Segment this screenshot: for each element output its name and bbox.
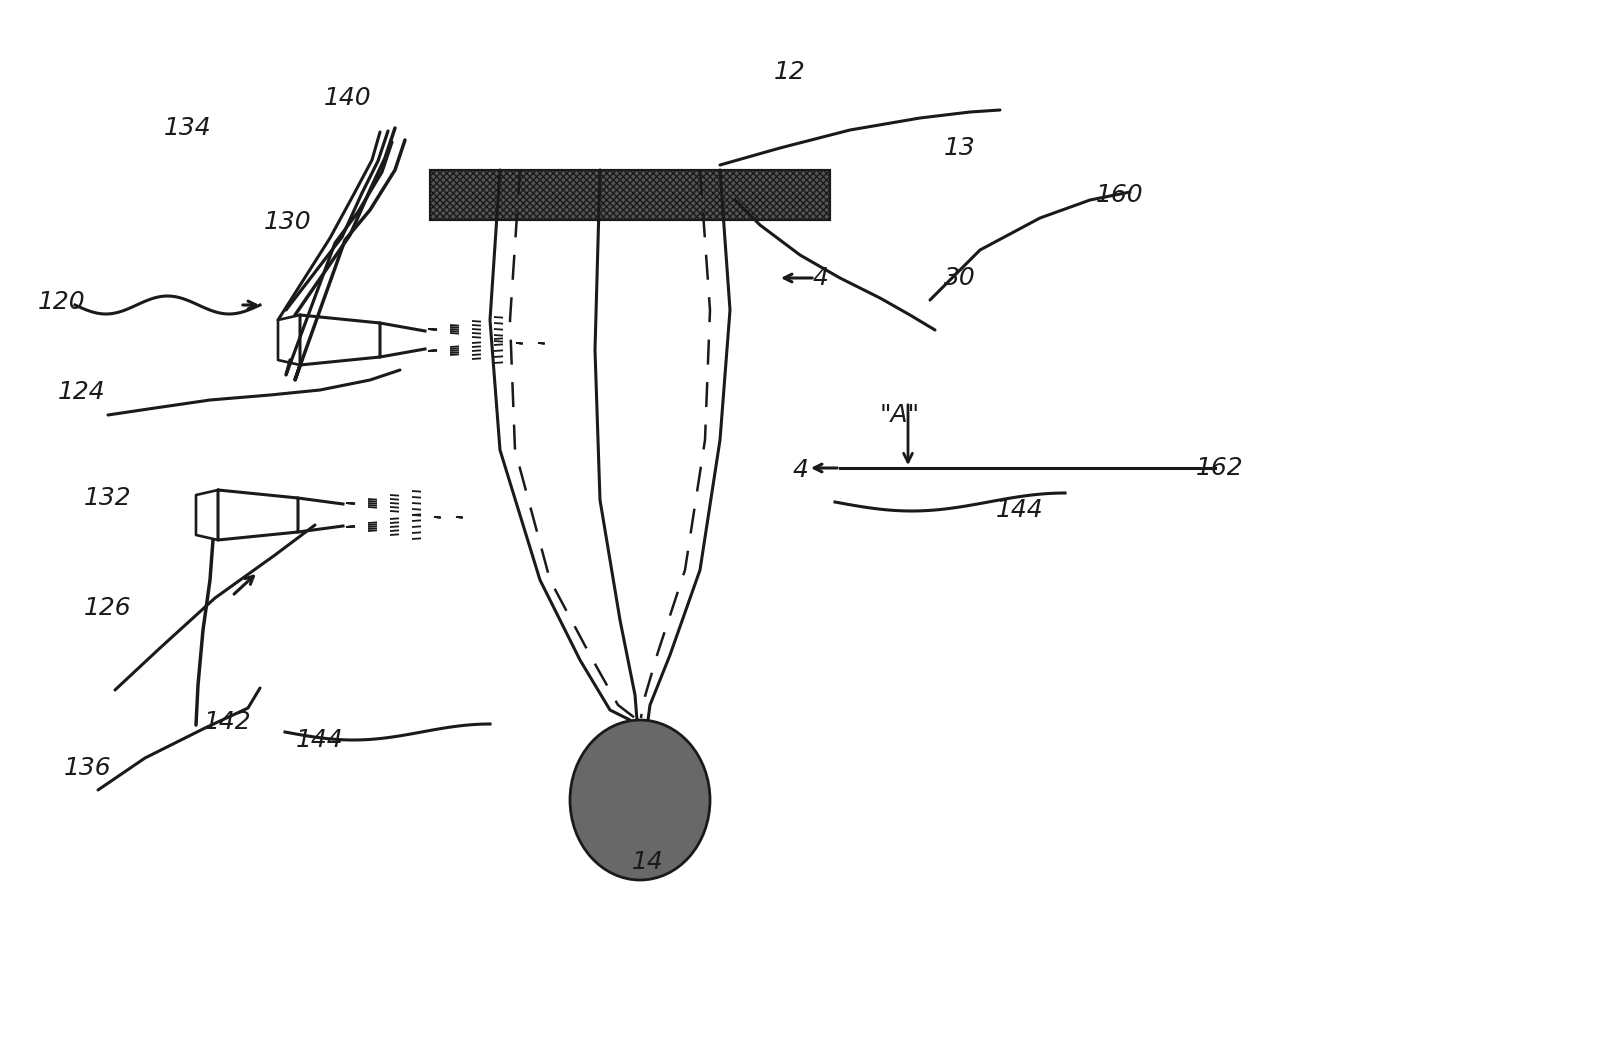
Text: 13: 13: [944, 136, 976, 161]
Text: 160: 160: [1096, 183, 1143, 207]
Text: 162: 162: [1196, 456, 1243, 480]
Text: 4: 4: [813, 266, 827, 290]
Text: 14: 14: [631, 850, 664, 874]
Text: 134: 134: [164, 116, 212, 140]
Text: 136: 136: [65, 756, 112, 780]
Text: 144: 144: [296, 728, 343, 752]
Text: 12: 12: [774, 60, 806, 84]
Text: 4: 4: [792, 458, 808, 482]
Text: 132: 132: [84, 486, 131, 510]
Text: 130: 130: [264, 210, 312, 234]
Text: 124: 124: [58, 379, 105, 404]
Text: 144: 144: [996, 497, 1044, 522]
Ellipse shape: [570, 720, 711, 880]
Text: 120: 120: [39, 290, 86, 314]
Bar: [431, 170, 831, 220]
Text: 142: 142: [204, 710, 253, 733]
Text: 126: 126: [84, 596, 131, 620]
Text: 30: 30: [944, 266, 976, 290]
Text: "A": "A": [881, 403, 920, 427]
Bar: [431, 170, 831, 220]
Text: 140: 140: [324, 86, 372, 109]
